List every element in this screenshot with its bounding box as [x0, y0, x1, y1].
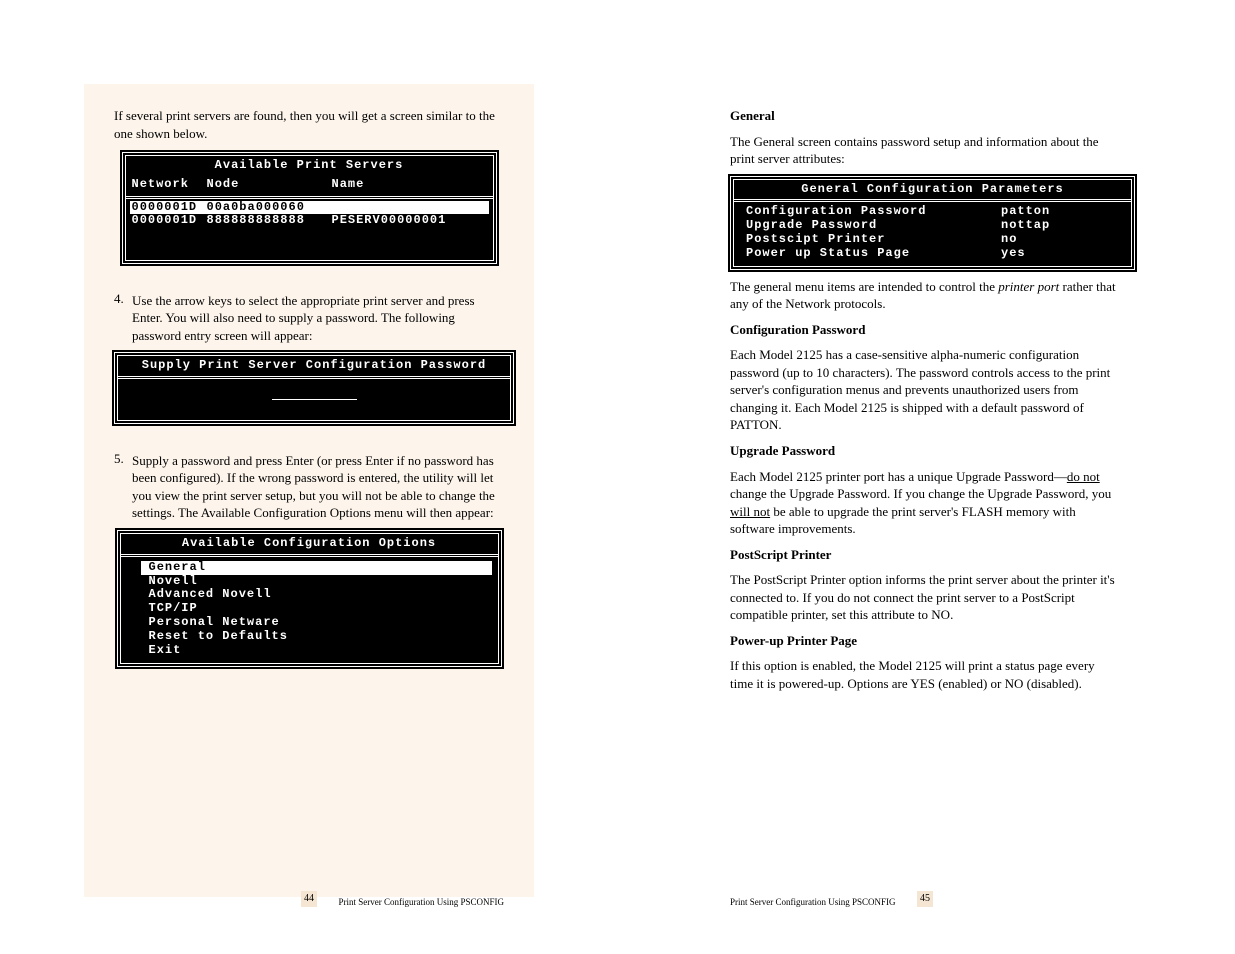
ppp-text: If this option is enabled, the Model 212… [730, 657, 1120, 692]
page-number: 44 [301, 891, 317, 907]
server-row[interactable]: 0000001D 888888888888 PESERV00000001 [130, 214, 489, 228]
box1-header-row: Network Node Name [126, 176, 493, 196]
box1-title: Available Print Servers [126, 156, 493, 176]
heading-uppw: Upgrade Password [730, 442, 1120, 460]
intro-text: If several print servers are found, then… [114, 107, 504, 142]
available-print-servers-box: Available Print Servers Network Node Nam… [122, 152, 497, 264]
col-network: Network [132, 178, 207, 192]
option-personal-netware[interactable]: Personal Netware [141, 616, 492, 630]
heading-ppp: Power-up Printer Page [730, 632, 1120, 650]
uppw-text: Each Model 2125 printer port has a uniqu… [730, 468, 1120, 538]
col-name: Name [332, 178, 365, 192]
left-column: If several print servers are found, then… [84, 84, 534, 897]
general-intro: The General screen contains password set… [730, 133, 1120, 168]
box3-title: Available Configuration Options [121, 534, 498, 557]
general-note: The general menu items are intended to c… [730, 278, 1120, 313]
footer-text: Print Server Configuration Using PSCONFI… [730, 897, 896, 907]
param-row[interactable]: Configuration Password patton [734, 205, 1131, 219]
param-row[interactable]: Postscipt Printer no [734, 233, 1131, 247]
option-tcpip[interactable]: TCP/IP [141, 602, 492, 616]
option-reset-defaults[interactable]: Reset to Defaults [141, 630, 492, 644]
password-input-line[interactable] [118, 399, 510, 400]
heading-ps: PostScript Printer [730, 546, 1120, 564]
cfgpw-text: Each Model 2125 has a case-sensitive alp… [730, 346, 1120, 434]
ps-text: The PostScript Printer option informs th… [730, 571, 1120, 624]
password-box: Supply Print Server Configuration Passwo… [114, 352, 514, 424]
option-novell[interactable]: Novell [141, 575, 492, 589]
box2-title: Supply Print Server Configuration Passwo… [118, 356, 510, 379]
param-row[interactable]: Upgrade Password nottap [734, 219, 1131, 233]
heading-general: General [730, 107, 1120, 125]
heading-cfgpw: Configuration Password [730, 321, 1120, 339]
option-general[interactable]: General [141, 561, 492, 575]
server-row[interactable]: 0000001D 00a0ba000060 [130, 201, 489, 215]
option-advanced-novell[interactable]: Advanced Novell [141, 588, 492, 602]
general-params-box: General Configuration Parameters Configu… [730, 176, 1135, 270]
step5: 5. Supply a password and press Enter (or… [114, 450, 504, 522]
col-node: Node [207, 178, 332, 192]
config-options-box: Available Configuration Options General … [117, 530, 502, 667]
param-row[interactable]: Power up Status Page yes [734, 247, 1131, 261]
right-column: General The General screen contains pass… [700, 84, 1150, 897]
option-exit[interactable]: Exit [141, 644, 492, 658]
page-number: 45 [917, 891, 933, 907]
step4: 4. Use the arrow keys to select the appr… [114, 290, 504, 344]
box4-title: General Configuration Parameters [734, 180, 1131, 203]
footer-text: Print Server Configuration Using PSCONFI… [338, 897, 504, 907]
